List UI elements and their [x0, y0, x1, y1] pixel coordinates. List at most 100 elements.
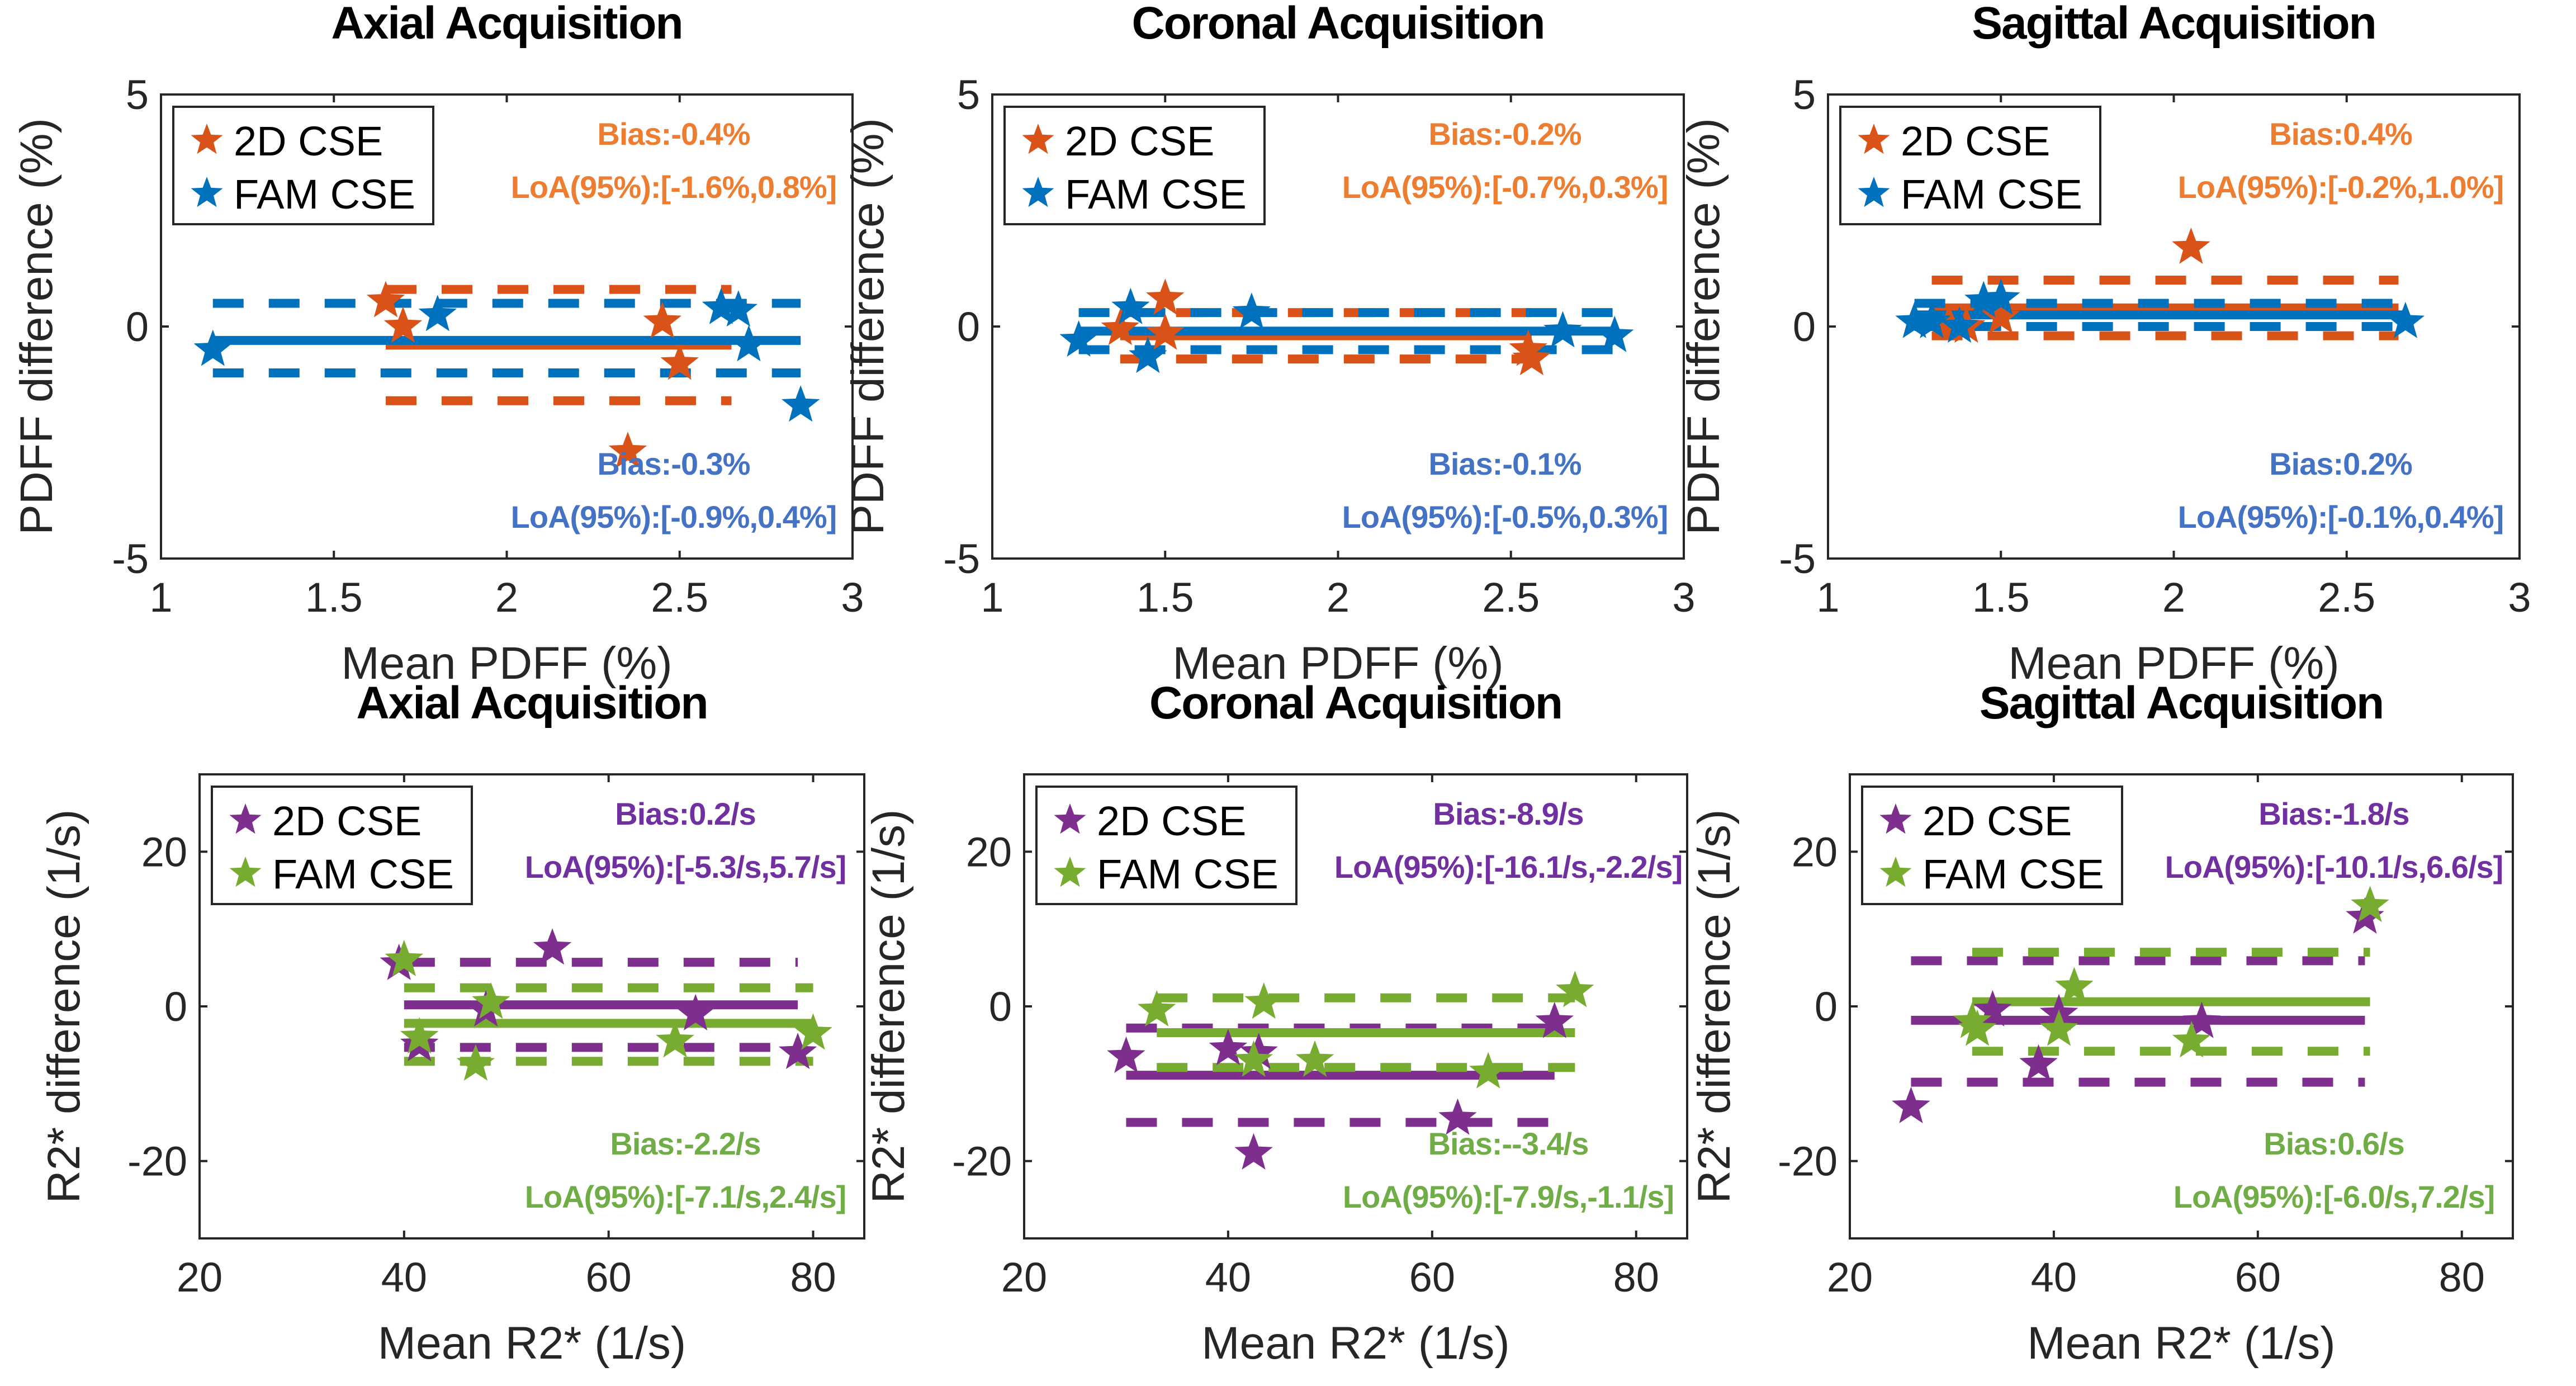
- y-tick-label: 5: [1793, 72, 1816, 118]
- legend-label-2d-cse: 2D CSE: [1097, 798, 1246, 844]
- legend-star-icon-2d-cse: [1054, 803, 1086, 834]
- data-point-2d-cse: [1239, 1033, 1278, 1070]
- data-point-2d-cse: [1101, 309, 1140, 346]
- data-point-2d-cse: [778, 1033, 817, 1070]
- x-axis-label: Mean PDFF (%): [1172, 638, 1503, 689]
- data-point-fam-cse: [2055, 967, 2094, 1004]
- panel-title: Sagittal Acquisition: [1972, 0, 2375, 49]
- data-point-2d-cse: [660, 343, 699, 380]
- bias-annotation: Bias:-0.2%: [1428, 116, 1581, 152]
- legend-label-fam-cse: FAM CSE: [1922, 851, 2104, 897]
- legend-star-icon-2d-cse: [1022, 124, 1054, 154]
- loa-annotation: LoA(95%):[-6.0/s,7.2/s]: [2174, 1179, 2495, 1214]
- data-point-fam-cse: [1940, 306, 1979, 343]
- data-point-2d-cse: [1438, 1098, 1477, 1135]
- data-point-fam-cse: [385, 940, 424, 977]
- panel-title: Sagittal Acquisition: [1980, 678, 2383, 729]
- data-point-fam-cse: [472, 982, 510, 1019]
- y-tick-label: -5: [1779, 536, 1816, 582]
- x-tick-label: 1: [1816, 574, 1839, 621]
- data-point-2d-cse: [1209, 1029, 1248, 1066]
- data-point-2d-cse: [676, 994, 715, 1030]
- legend-label-2d-cse: 2D CSE: [234, 118, 383, 164]
- x-tick-label: 1: [981, 574, 1003, 621]
- data-point-2d-cse: [1509, 329, 1547, 366]
- panel-5: Coronal Acquisition 20 40 60 80 -20 0 20 Mean R2…: [863, 678, 1688, 1369]
- data-point-2d-cse: [366, 281, 405, 318]
- legend-box: [1035, 786, 1298, 905]
- bias-annotation: Bias:-0.3%: [597, 446, 750, 481]
- x-tick-label: 1.5: [1137, 574, 1194, 621]
- y-tick-label: 0: [1793, 304, 1816, 350]
- data-point-fam-cse: [1232, 292, 1271, 329]
- legend-box: [1861, 786, 2123, 905]
- data-point-2d-cse: [533, 928, 572, 965]
- data-point-fam-cse: [1111, 287, 1150, 324]
- bias-annotation: Bias:0.4%: [2269, 116, 2412, 152]
- legend-label-2d-cse: 2D CSE: [1065, 118, 1214, 164]
- x-axis-label: Mean PDFF (%): [2008, 638, 2339, 689]
- legend: 2D CSE FAM CSE: [172, 106, 434, 225]
- y-tick-label: -5: [943, 536, 980, 582]
- panel-4: Axial Acquisition 20 40 60 80 -20 0 20 Mean R2* …: [39, 678, 865, 1369]
- data-point-fam-cse: [1556, 971, 1594, 1007]
- legend-star-icon-fam-cse: [1054, 857, 1086, 887]
- data-point-fam-cse: [656, 1021, 694, 1058]
- x-tick-label: 40: [1205, 1254, 1251, 1300]
- data-point-fam-cse: [1234, 1040, 1273, 1077]
- data-point-2d-cse: [1973, 990, 2012, 1027]
- bias-annotation: Bias:-0.1%: [1428, 446, 1581, 481]
- x-tick-label: 20: [1827, 1254, 1873, 1300]
- loa-annotation: LoA(95%):[-7.9/s,-1.1/s]: [1343, 1179, 1674, 1214]
- y-axis-label: R2* difference (1/s): [1689, 810, 1740, 1204]
- legend-star-icon-2d-cse: [191, 124, 223, 154]
- y-tick-label: 0: [989, 983, 1012, 1030]
- data-point-fam-cse: [456, 1044, 495, 1081]
- x-tick-label: 80: [2439, 1254, 2485, 1300]
- loa-annotation: LoA(95%):[-0.7%,0.3%]: [1342, 169, 1668, 205]
- data-point-fam-cse: [1953, 1001, 1992, 1038]
- data-point-fam-cse: [418, 295, 457, 332]
- x-tick-label: 1.5: [1972, 574, 2030, 621]
- legend-label-2d-cse: 2D CSE: [1901, 118, 2050, 164]
- panel-title: Axial Acquisition: [331, 0, 682, 49]
- x-tick-label: 20: [177, 1254, 222, 1300]
- bias-annotation: Bias:-2.2/s: [610, 1126, 760, 1161]
- legend-label-fam-cse: FAM CSE: [1901, 171, 2082, 217]
- data-point-fam-cse: [1469, 1052, 1508, 1089]
- x-tick-label: 80: [790, 1254, 836, 1300]
- panel-6: Sagittal Acquisition 20 40 60 80 -20 0 20 Mean R…: [1689, 678, 2514, 1369]
- x-tick-label: 2: [2162, 574, 2185, 621]
- data-point-2d-cse: [1535, 1001, 1574, 1038]
- y-tick-label: 0: [1815, 983, 1838, 1030]
- panel-3: Sagittal Acquisition 1 1.5 2 2.5 3 -5 0 5 Mean PD…: [1678, 0, 2531, 689]
- y-tick-label: -20: [127, 1138, 187, 1185]
- data-point-2d-cse: [2172, 227, 2210, 264]
- x-tick-label: 60: [2235, 1254, 2281, 1300]
- legend-label-2d-cse: 2D CSE: [272, 798, 422, 844]
- data-point-fam-cse: [1595, 315, 1634, 352]
- y-tick-label: -20: [1778, 1138, 1838, 1185]
- legend-label-2d-cse: 2D CSE: [1922, 798, 2072, 844]
- data-point-fam-cse: [2039, 1009, 2078, 1046]
- y-tick-label: 0: [164, 983, 187, 1030]
- bias-annotation: Bias:0.2%: [2269, 446, 2412, 481]
- data-point-fam-cse: [730, 325, 768, 362]
- x-tick-label: 2.5: [2318, 574, 2375, 621]
- x-tick-label: 60: [1409, 1254, 1455, 1300]
- x-tick-label: 3: [841, 574, 864, 621]
- data-point-2d-cse: [1512, 339, 1551, 376]
- x-tick-label: 2: [1327, 574, 1349, 621]
- legend-box: [211, 786, 473, 905]
- plot-area: [1895, 227, 2425, 343]
- x-axis-label: Mean PDFF (%): [341, 638, 672, 689]
- x-tick-label: 1.5: [305, 574, 363, 621]
- y-tick-label: 5: [126, 72, 149, 118]
- data-point-fam-cse: [794, 1013, 832, 1050]
- data-point-2d-cse: [2019, 1044, 2058, 1081]
- data-point-2d-cse: [1146, 278, 1185, 315]
- data-point-fam-cse: [2386, 301, 2425, 338]
- loa-annotation: LoA(95%):[-0.9%,0.4%]: [511, 499, 837, 534]
- data-point-fam-cse: [1982, 278, 2020, 315]
- y-axis-label: R2* difference (1/s): [39, 810, 89, 1204]
